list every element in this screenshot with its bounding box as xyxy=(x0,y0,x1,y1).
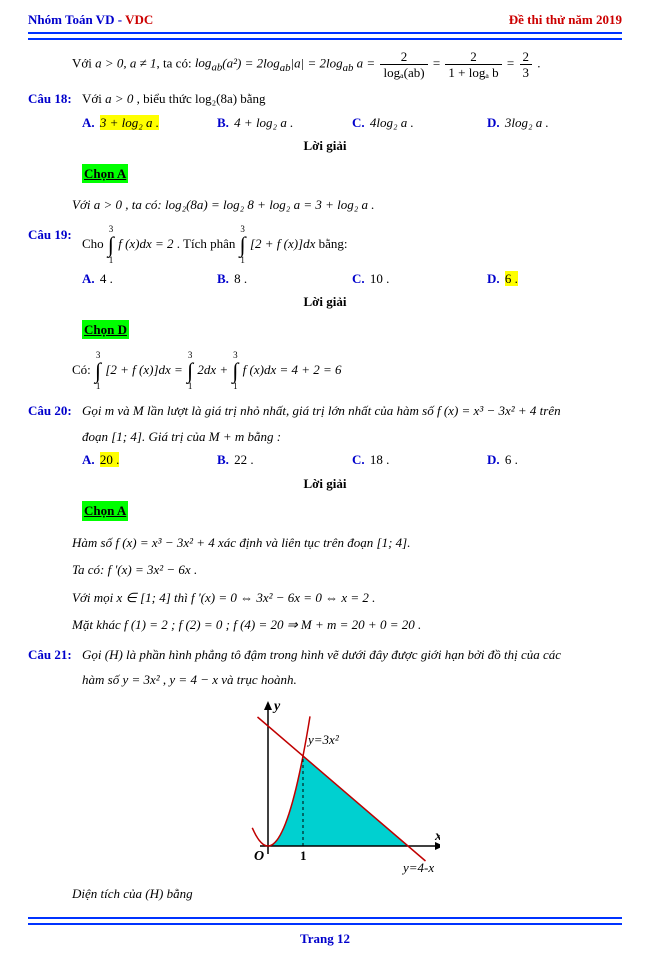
svg-text:O: O xyxy=(254,849,264,864)
q21-row: Câu 21: Gọi (H) là phần hình phẳng tô đậ… xyxy=(28,645,622,690)
svg-text:y: y xyxy=(272,699,281,714)
q18-answer: Chọn A xyxy=(82,164,128,184)
q18-opt-b: B. 4 + log₂ a . xyxy=(217,113,352,133)
footer-rule-1 xyxy=(28,917,622,919)
q20-label: Câu 20: xyxy=(28,401,82,421)
q19-text: Cho 3∫1 f (x)dx = 2 . Tích phân 3∫1 [2 +… xyxy=(82,225,622,265)
footer-rule-2 xyxy=(28,923,622,925)
q20-opt-a: A. 20 . xyxy=(82,450,217,470)
header-rule-1 xyxy=(28,32,622,34)
group-name: Nhóm Toán VD xyxy=(28,12,114,27)
q20-opt-d: D. 6 . xyxy=(487,450,622,470)
q19-label: Câu 19: xyxy=(28,225,82,245)
q19-sol-title: Lời giải xyxy=(28,292,622,312)
q20-answer: Chọn A xyxy=(82,501,128,521)
group-suffix: VDC xyxy=(125,12,153,27)
q19-opt-b: B. 8 . xyxy=(217,269,352,289)
q20-opt-b: B. 22 . xyxy=(217,450,352,470)
q19-sol-text: Có: 3∫1 [2 + f (x)]dx = 3∫1 2dx + 3∫1 f … xyxy=(72,351,622,391)
svg-text:1: 1 xyxy=(300,848,307,863)
q20-s1: Hàm số f (x) = x³ − 3x² + 4 xác định và … xyxy=(72,533,622,553)
header-left: Nhóm Toán VD - VDC xyxy=(28,12,153,28)
q19-answer: Chọn D xyxy=(82,320,129,340)
page-header: Nhóm Toán VD - VDC Đề thi thử năm 2019 xyxy=(28,12,622,32)
q21-label: Câu 21: xyxy=(28,645,82,665)
q21-text: Gọi (H) là phần hình phẳng tô đậm trong … xyxy=(82,645,622,690)
q19-opt-c: C. 10 . xyxy=(352,269,487,289)
header-rule-2 xyxy=(28,38,622,40)
q18-text: Với a > 0 , biểu thức log₂(8a) bằng xyxy=(82,89,622,109)
q20-row: Câu 20: Gọi m và M lần lượt là giá trị n… xyxy=(28,401,622,446)
q19-options: A. 4 . B. 8 . C. 10 . D. 6 . xyxy=(82,269,622,289)
q18-opt-d: D. 3log₂ a . xyxy=(487,113,622,133)
q19-opt-d: D. 6 . xyxy=(487,269,622,289)
q19-opt-a: A. 4 . xyxy=(82,269,217,289)
svg-text:y=3x²: y=3x² xyxy=(306,732,340,747)
q18-options: A. 3 + log₂ a . B. 4 + log₂ a . C. 4log₂… xyxy=(82,113,622,133)
q20-sol-title: Lời giải xyxy=(28,474,622,494)
q20-s2: Ta có: f '(x) = 3x² − 6x . xyxy=(72,560,622,580)
q18-sol-text: Với a > 0 , ta có: log₂(8a) = log₂ 8 + l… xyxy=(72,195,622,215)
q18-label: Câu 18: xyxy=(28,89,82,109)
page-number: Trang 12 xyxy=(28,931,622,947)
exam-title: Đề thi thử năm 2019 xyxy=(509,12,622,28)
intro-paragraph: Với a > 0, a ≠ 1, ta có: logab(a²) = 2lo… xyxy=(72,50,622,79)
q20-text: Gọi m và M lần lượt là giá trị nhỏ nhất,… xyxy=(82,401,622,446)
svg-text:x: x xyxy=(434,829,440,844)
q21-chart: 1 Oy x y=3x² y=4-x xyxy=(210,696,440,876)
q18-opt-a: A. 3 + log₂ a . xyxy=(82,113,217,133)
q18-row: Câu 18: Với a > 0 , biểu thức log₂(8a) b… xyxy=(28,89,622,109)
svg-text:y=4-x: y=4-x xyxy=(401,860,434,875)
q21-end: Diện tích của (H) bằng xyxy=(72,884,622,904)
q20-options: A. 20 . B. 22 . C. 18 . D. 6 . xyxy=(82,450,622,470)
q20-s3: Với mọi x ∈ [1; 4] thì f '(x) = 0 ⇔ 3x² … xyxy=(72,588,622,608)
q19-row: Câu 19: Cho 3∫1 f (x)dx = 2 . Tích phân … xyxy=(28,225,622,265)
q20-opt-c: C. 18 . xyxy=(352,450,487,470)
q18-opt-c: C. 4log₂ a . xyxy=(352,113,487,133)
q18-sol-title: Lời giải xyxy=(28,136,622,156)
q20-s4: Mặt khác f (1) = 2 ; f (2) = 0 ; f (4) =… xyxy=(72,615,622,635)
